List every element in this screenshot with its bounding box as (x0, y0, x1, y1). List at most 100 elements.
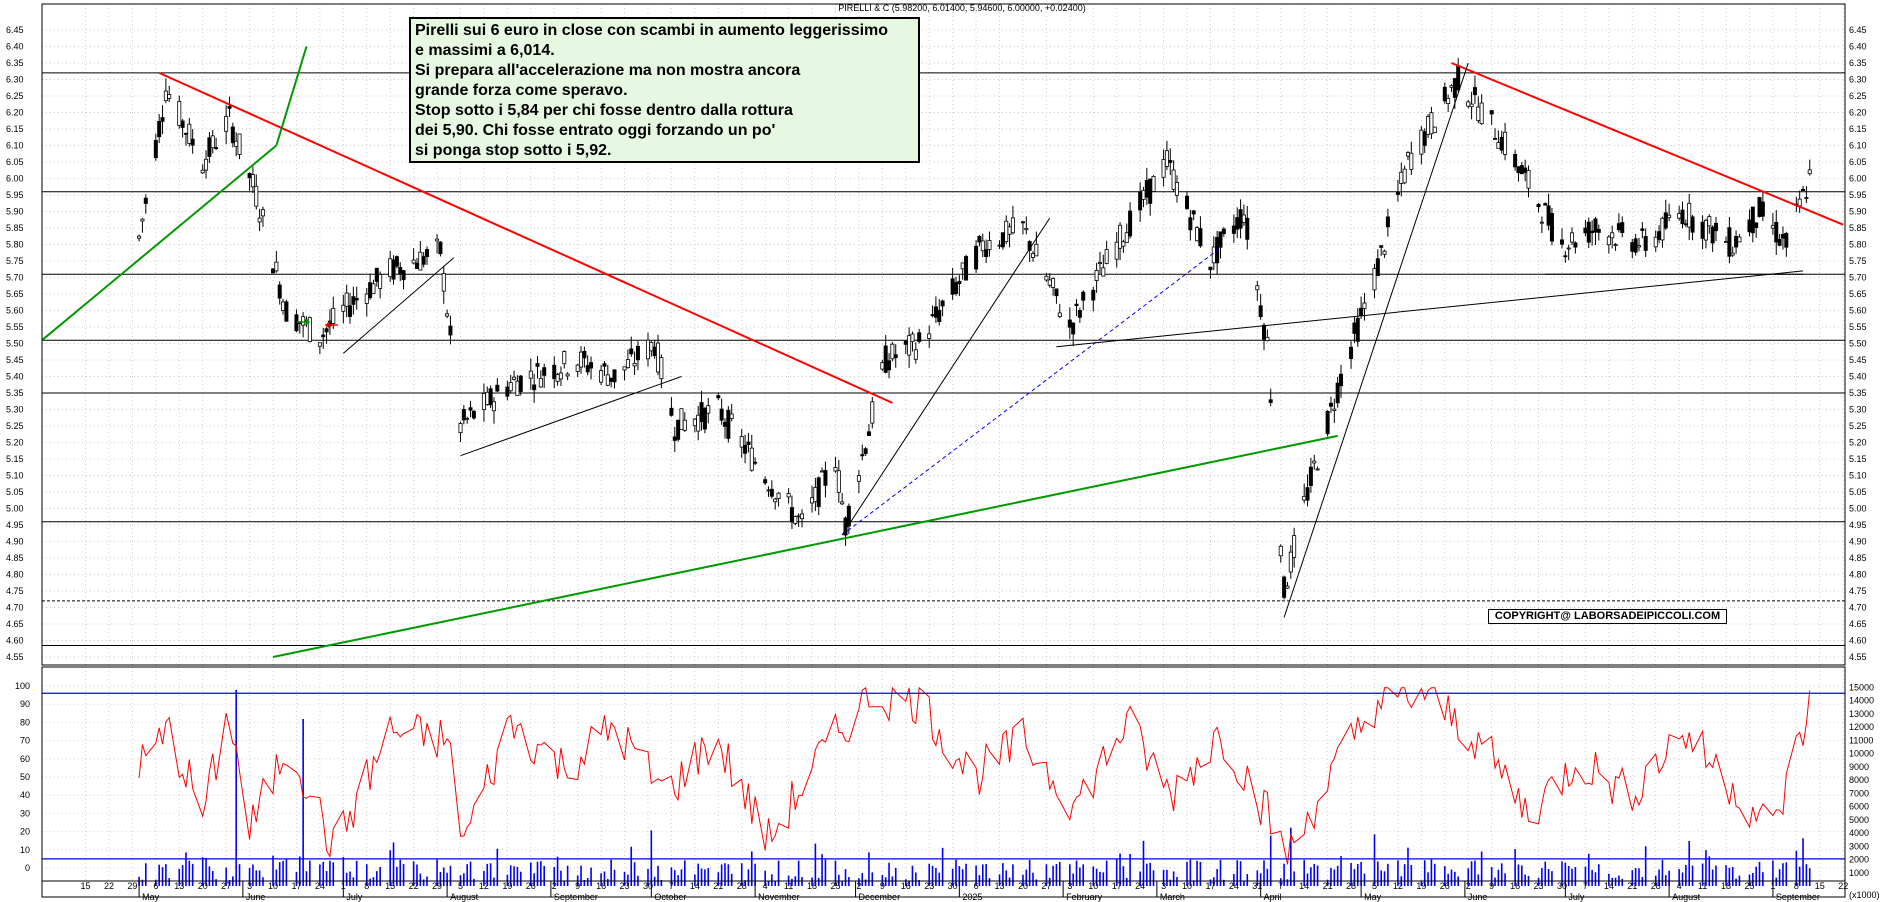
oscillator-tick: 0 (25, 863, 30, 873)
month-label: July (1568, 892, 1585, 902)
candle-body (950, 278, 955, 295)
candle-body (1710, 226, 1715, 244)
candle-body (1024, 228, 1029, 231)
candle-body (1258, 305, 1263, 318)
entry-arrows (297, 318, 338, 329)
trendlines (41, 46, 1844, 658)
date-tick: 15 (81, 881, 91, 891)
candle-body (1493, 138, 1498, 140)
candle-body (1208, 266, 1213, 271)
candle-body (1054, 288, 1059, 297)
date-tick: 27 (1041, 881, 1051, 891)
date-tick: 28 (1651, 881, 1661, 891)
date-tick: 10 (1182, 881, 1192, 891)
candle-body (368, 282, 373, 299)
candle-body (1395, 191, 1400, 195)
candle-body (1549, 213, 1554, 242)
date-tick: 13 (995, 881, 1005, 891)
date-tick: 10 (268, 881, 278, 891)
candle-body (1161, 159, 1166, 178)
candle-body (495, 384, 500, 392)
candle-body (977, 235, 982, 243)
candle-body (491, 401, 496, 412)
date-tick: 4 (1677, 881, 1682, 891)
candle-body (401, 270, 406, 281)
month-label: November (758, 892, 800, 902)
candle-body (937, 309, 942, 323)
candle-body (1255, 285, 1260, 291)
price-tick-left: 6.10 (6, 141, 24, 151)
candle-body (1489, 110, 1494, 115)
date-tick: 21 (713, 881, 723, 891)
note-line: si ponga stop sotto i 5,92. (415, 142, 612, 159)
trendline (841, 217, 1051, 536)
date-tick: 23 (1534, 881, 1544, 891)
candle-body (1071, 322, 1076, 335)
candle-body (930, 314, 935, 317)
candle-body (394, 256, 399, 267)
candle-body (729, 413, 734, 419)
analysis-note: Pirelli sui 6 euro in close con scambi i… (409, 17, 920, 163)
candle-body (224, 116, 229, 132)
candle-body (1620, 222, 1625, 233)
candle-body (562, 351, 567, 365)
date-tick: 15 (385, 881, 395, 891)
price-tick-left: 6.25 (6, 91, 24, 101)
candle-body (247, 173, 252, 179)
candle-body (813, 487, 818, 503)
candle-body (702, 408, 707, 430)
candle-body (177, 100, 182, 126)
candle-body (960, 262, 965, 270)
candle-body (1352, 322, 1357, 334)
candle-body (940, 300, 945, 307)
candle-body (281, 301, 286, 312)
candle-body (1683, 223, 1688, 226)
price-tick-left: 5.75 (6, 256, 24, 266)
candle-body (1713, 222, 1718, 232)
candle-body (1636, 245, 1641, 248)
candle-body (1077, 310, 1082, 318)
price-tick-right: 5.90 (1849, 207, 1867, 217)
candle-body (468, 407, 473, 411)
candle-body (153, 140, 158, 159)
candle-body (796, 515, 801, 518)
month-label: June (246, 892, 266, 902)
candle-body (254, 185, 259, 207)
candle-body (1315, 468, 1320, 471)
price-tick-right: 5.20 (1849, 438, 1867, 448)
candle-body (1211, 246, 1216, 264)
price-tick-right: 6.10 (1849, 141, 1867, 151)
candle-body (1188, 217, 1193, 231)
candle-body (799, 513, 804, 520)
candle-body (1195, 227, 1200, 242)
candle-body (1456, 65, 1461, 91)
candle-body (1750, 206, 1755, 234)
date-tick: 26 (1440, 881, 1450, 891)
candle-body (773, 498, 778, 503)
candle-body (696, 414, 701, 432)
candle-body (1328, 402, 1333, 407)
price-tick-left: 5.20 (6, 438, 24, 448)
date-tick: 11 (1698, 881, 1707, 891)
oscillator-tick: 70 (20, 736, 30, 746)
candle-body (348, 305, 353, 317)
candle-body (1687, 202, 1692, 228)
candle-body (789, 507, 794, 523)
candle-body (1007, 226, 1012, 235)
candle-body (1503, 131, 1508, 155)
candle-body (1472, 87, 1477, 96)
candle-body (1174, 182, 1179, 196)
date-tick: 8 (1794, 881, 1799, 891)
candle-body (351, 296, 356, 305)
candle-body (1804, 197, 1809, 199)
price-tick-left: 6.15 (6, 124, 24, 134)
date-tick: 17 (291, 881, 301, 891)
candle-body (1583, 227, 1588, 234)
candle-body (1606, 236, 1611, 246)
oscillator-tick: 20 (20, 827, 30, 837)
candle-body (1198, 228, 1203, 247)
trendline (841, 247, 1221, 536)
date-tick: 29 (127, 881, 137, 891)
candle-body (1379, 245, 1384, 248)
month-label: February (1066, 892, 1103, 902)
